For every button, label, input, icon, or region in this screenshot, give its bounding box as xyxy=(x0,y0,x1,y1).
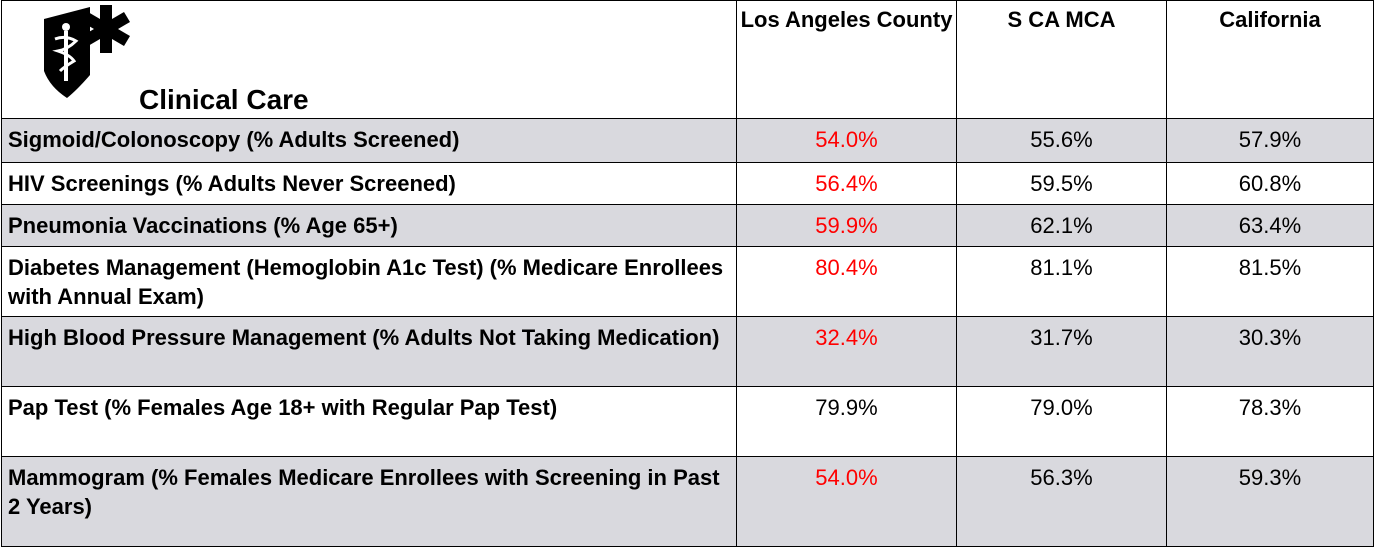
value-cell: 78.3% xyxy=(1166,386,1374,457)
table-title: Clinical Care xyxy=(139,84,309,115)
value-cell: 59.5% xyxy=(956,162,1167,205)
row-label: HIV Screenings (% Adults Never Screened) xyxy=(1,162,737,205)
value-cell: 81.1% xyxy=(956,246,1167,317)
data-row: Pap Test (% Females Age 18+ with Regular… xyxy=(1,386,1374,457)
value-cell: 81.5% xyxy=(1166,246,1374,317)
value-cell: 55.6% xyxy=(956,118,1167,163)
data-row: Sigmoid/Colonoscopy (% Adults Screened) 5… xyxy=(1,118,1374,163)
column-header: California xyxy=(1166,0,1374,119)
data-row: High Blood Pressure Management (% Adults… xyxy=(1,316,1374,387)
row-label: Pap Test (% Females Age 18+ with Regular… xyxy=(1,386,737,457)
value-cell: 59.3% xyxy=(1166,456,1374,547)
row-label: High Blood Pressure Management (% Adults… xyxy=(1,316,737,387)
value-cell: 56.3% xyxy=(956,456,1167,547)
column-header: S CA MCA xyxy=(956,0,1167,119)
header-row: Clinical Care Los Angeles County S CA MCA… xyxy=(1,0,1374,119)
title-cell: Clinical Care xyxy=(1,0,737,119)
column-header: Los Angeles County xyxy=(736,0,957,119)
value-cell: 63.4% xyxy=(1166,204,1374,247)
value-cell: 31.7% xyxy=(956,316,1167,387)
data-row: Diabetes Management (Hemoglobin A1c Test… xyxy=(1,246,1374,317)
data-row: HIV Screenings (% Adults Never Screened)… xyxy=(1,162,1374,205)
data-row: Pneumonia Vaccinations (% Age 65+) 59.9% 6… xyxy=(1,204,1374,247)
value-cell: 80.4% xyxy=(736,246,957,317)
data-row: Mammogram (% Females Medicare Enrollees … xyxy=(1,456,1374,547)
value-cell: 79.0% xyxy=(956,386,1167,457)
value-cell: 54.0% xyxy=(736,118,957,163)
value-cell: 59.9% xyxy=(736,204,957,247)
value-cell: 79.9% xyxy=(736,386,957,457)
value-cell: 32.4% xyxy=(736,316,957,387)
value-cell: 56.4% xyxy=(736,162,957,205)
value-cell: 60.8% xyxy=(1166,162,1374,205)
row-label: Diabetes Management (Hemoglobin A1c Test… xyxy=(1,246,737,317)
row-label: Sigmoid/Colonoscopy (% Adults Screened) xyxy=(1,118,737,163)
value-cell: 30.3% xyxy=(1166,316,1374,387)
value-cell: 54.0% xyxy=(736,456,957,547)
logo xyxy=(44,5,130,98)
value-cell: 62.1% xyxy=(956,204,1167,247)
row-label: Mammogram (% Females Medicare Enrollees … xyxy=(1,456,737,547)
row-label: Pneumonia Vaccinations (% Age 65+) xyxy=(1,204,737,247)
value-cell: 57.9% xyxy=(1166,118,1374,163)
